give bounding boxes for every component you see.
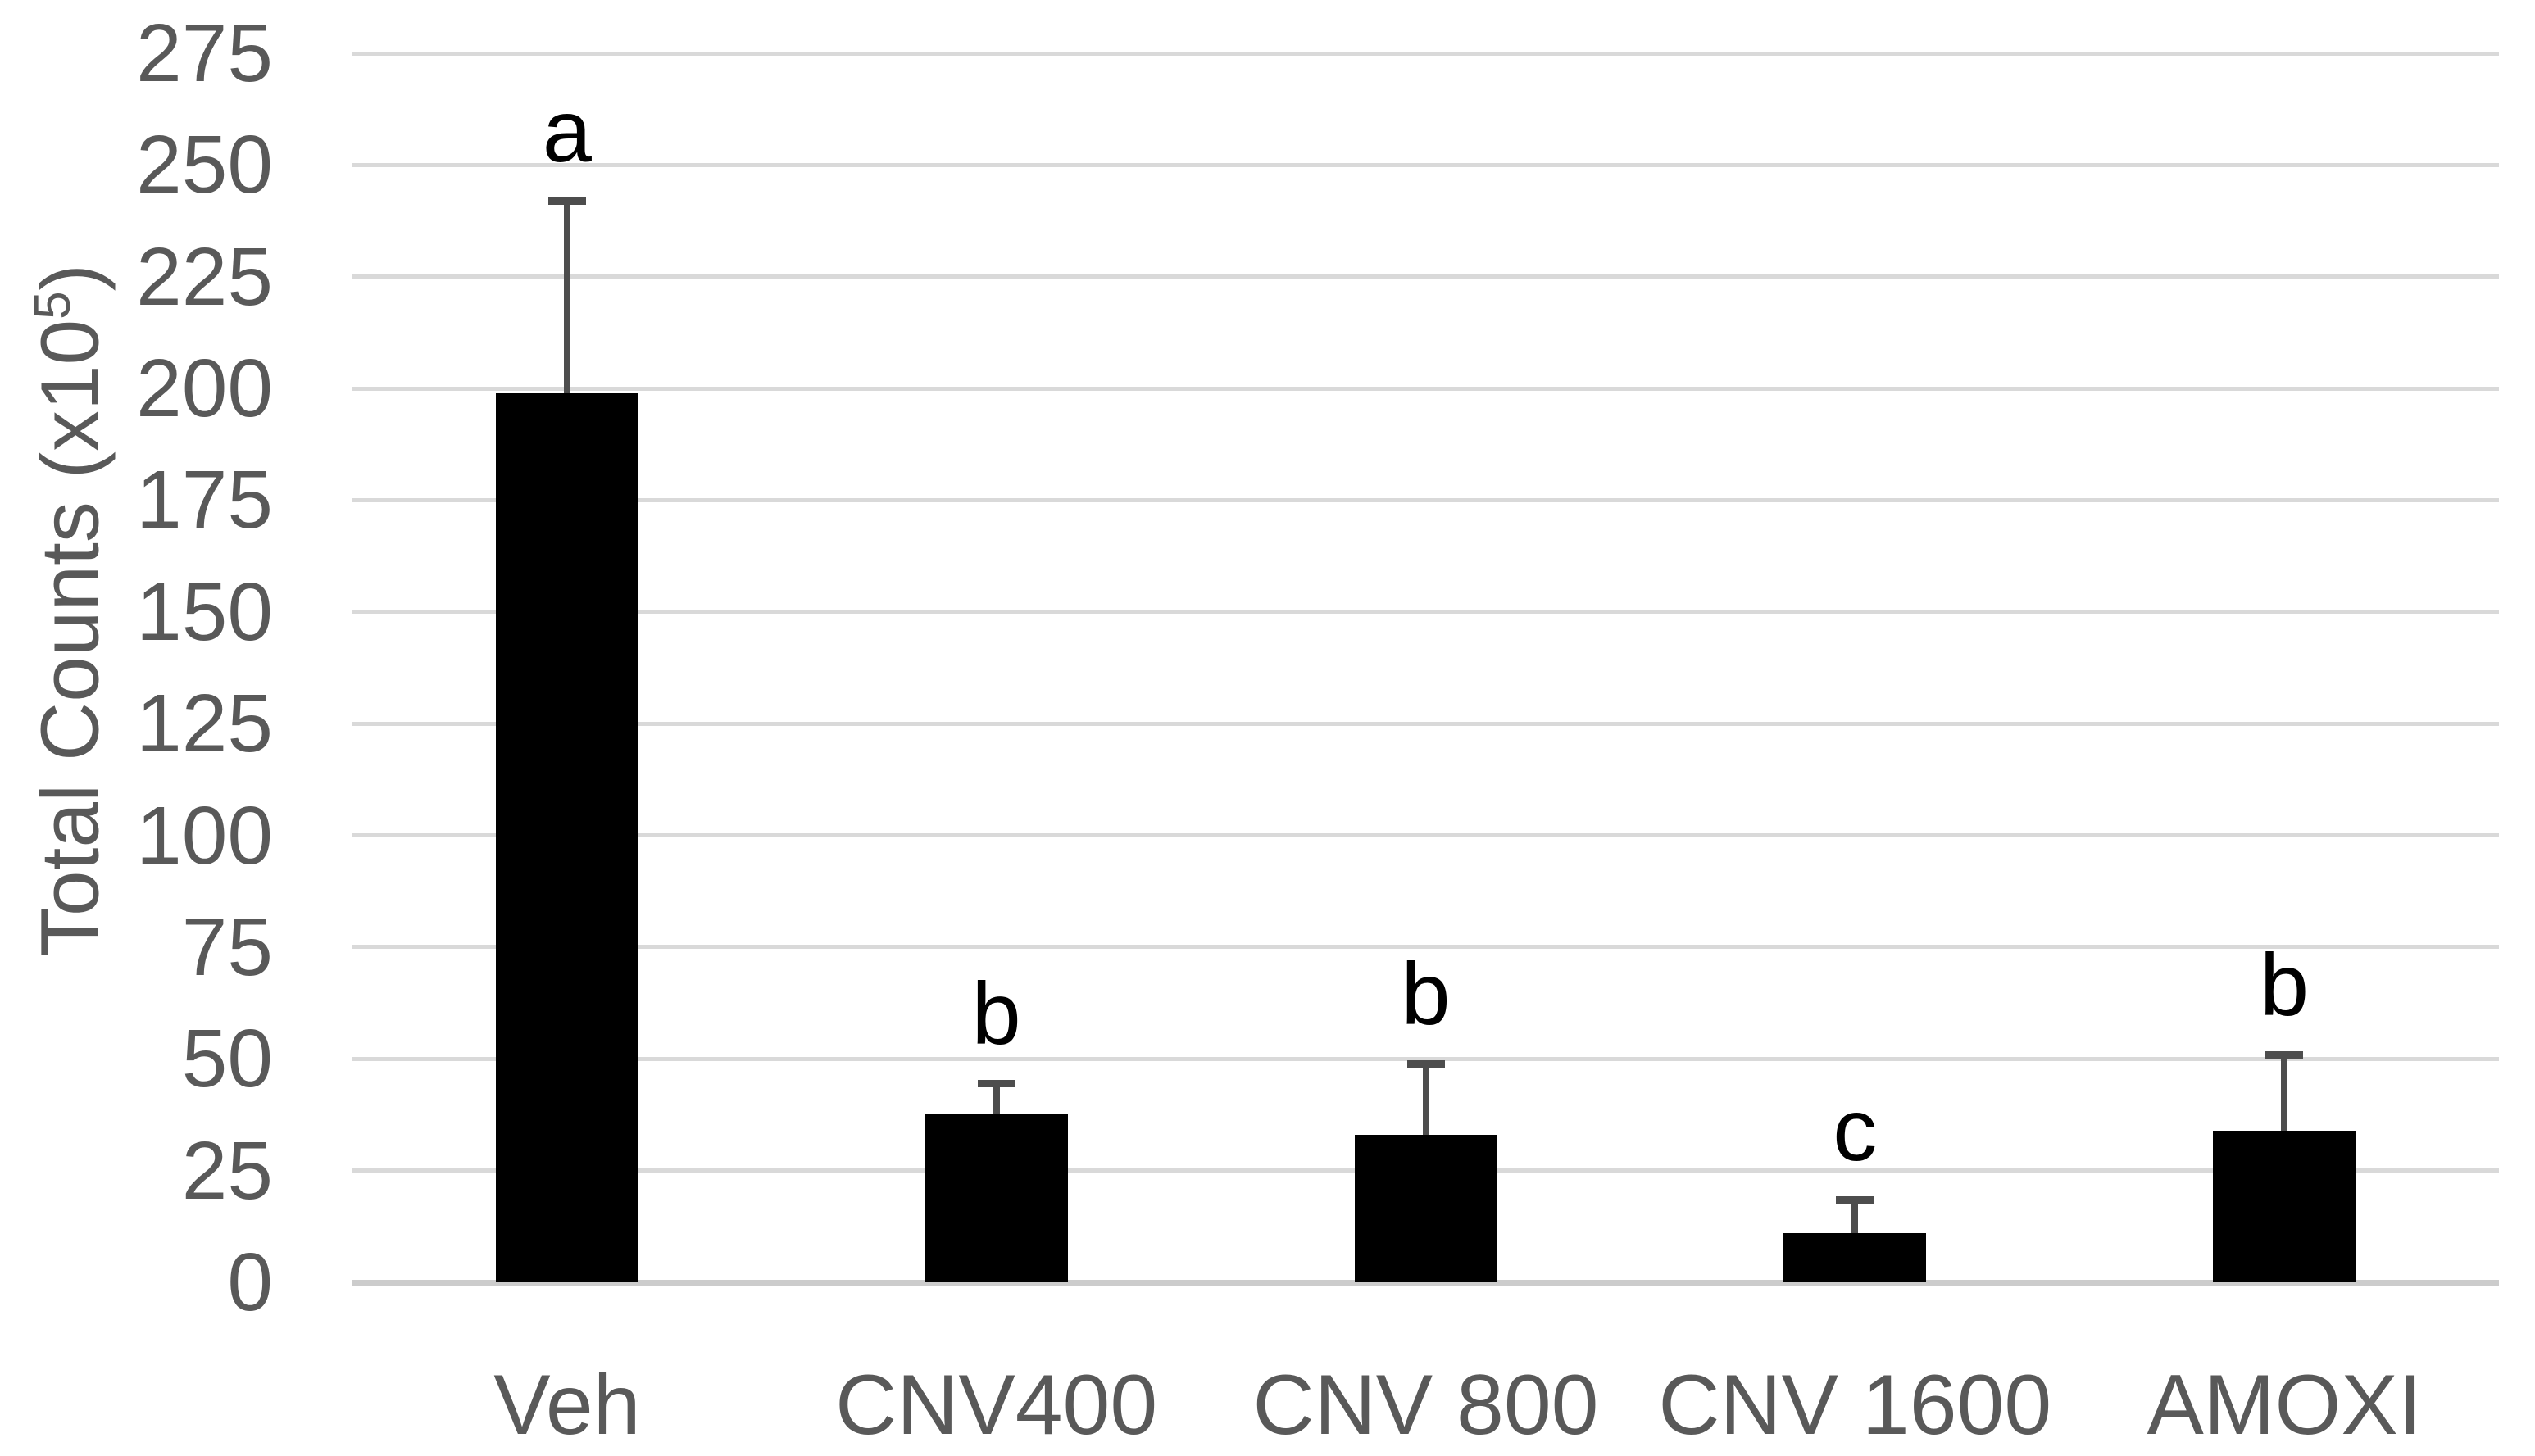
gridline [352, 721, 2499, 726]
y-axis-tick-label: 25 [181, 1124, 273, 1217]
bar-amoxi [2213, 1130, 2356, 1282]
significance-letter: b [971, 964, 1021, 1064]
significance-letter: c [1833, 1080, 1878, 1180]
error-bar-whisker [993, 1083, 1000, 1115]
y-axis-tick-label: 150 [136, 565, 273, 658]
y-axis-tick-label: 100 [136, 789, 273, 882]
y-axis-tick-label: 0 [227, 1236, 273, 1328]
x-axis-category-label: Veh [493, 1358, 641, 1453]
gridline [352, 945, 2499, 950]
significance-letter: a [542, 81, 592, 180]
bar-cnv-800 [1354, 1135, 1497, 1282]
x-axis-category-label: CNV400 [835, 1358, 1158, 1453]
error-bar-cap [2265, 1050, 2304, 1059]
significance-letter: b [1401, 943, 1451, 1043]
y-axis-tick-label: 50 [181, 1013, 273, 1105]
gridline [352, 1056, 2499, 1061]
y-axis-tick-label: 200 [136, 342, 273, 435]
y-axis-tick-label: 175 [136, 454, 273, 547]
error-bar-whisker [1851, 1200, 1859, 1233]
plot-area: a b b c b [352, 51, 2499, 1286]
gridline [352, 386, 2499, 391]
error-bar-whisker [563, 201, 570, 393]
gridline [352, 51, 2499, 56]
gridline [352, 833, 2499, 838]
x-axis-category-label: CNV 800 [1252, 1358, 1599, 1453]
bar-veh [495, 392, 638, 1282]
error-bar-cap [977, 1080, 1015, 1088]
error-bar-cap [1406, 1059, 1445, 1068]
error-bar-cap [547, 197, 586, 205]
error-bar-whisker [1422, 1063, 1429, 1135]
x-axis-category-label: AMOXI [2147, 1358, 2422, 1453]
gridline [352, 274, 2499, 279]
y-axis-tick-label: 75 [181, 900, 273, 993]
gridline [352, 610, 2499, 615]
y-axis-tick-label: 125 [136, 678, 273, 770]
y-axis-tick-label: 275 [136, 7, 273, 99]
error-bar-cap [1836, 1196, 1874, 1204]
error-bar-whisker [2281, 1054, 2288, 1131]
gridline [352, 162, 2499, 167]
y-axis-tick-label: 225 [136, 230, 273, 323]
bar-cnv400 [925, 1114, 1068, 1282]
x-axis-category-label: CNV 1600 [1658, 1358, 2052, 1453]
gridline [352, 497, 2499, 502]
significance-letter: b [2260, 934, 2310, 1034]
y-axis-tick-label: 250 [136, 119, 273, 211]
bar-cnv-1600 [1783, 1233, 1927, 1282]
x-axis-line [352, 1279, 2499, 1286]
